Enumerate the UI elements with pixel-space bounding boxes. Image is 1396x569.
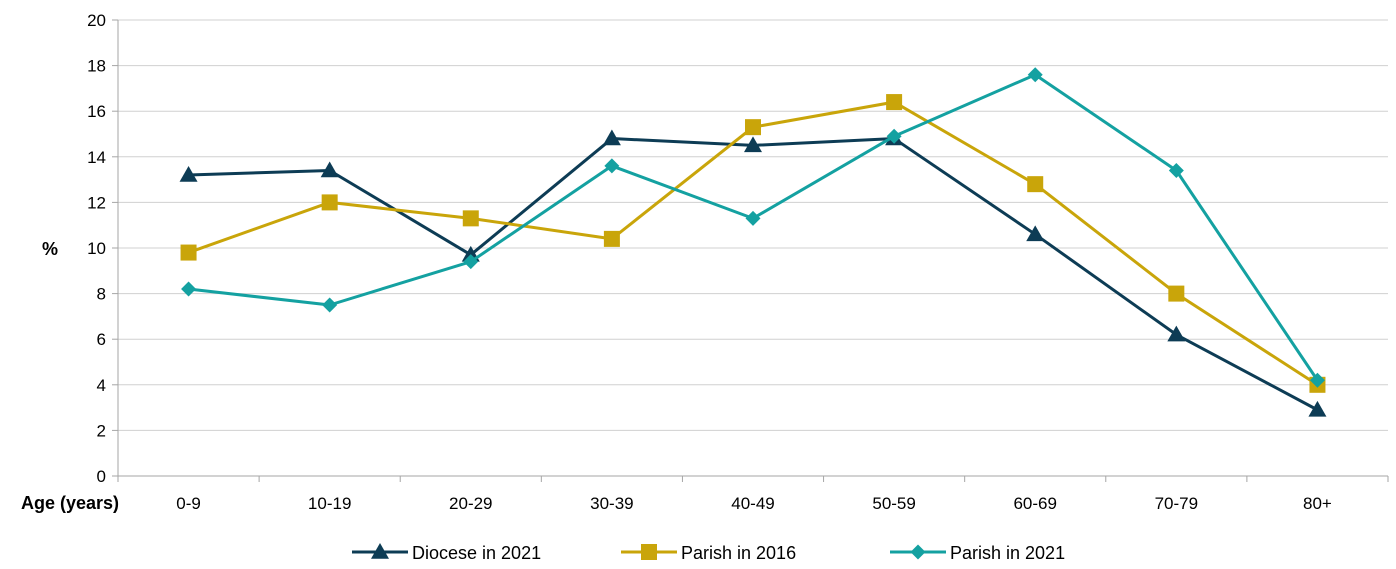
data-point-marker — [1027, 176, 1044, 193]
x-tick-label: 30-39 — [590, 494, 633, 513]
legend: Diocese in 2021 Parish in 2016 Parish in 2… — [352, 543, 1065, 563]
x-tick-label: 40-49 — [731, 494, 774, 513]
y-tick-label: 12 — [87, 193, 106, 212]
x-tick-label: 20-29 — [449, 494, 492, 513]
legend-marker — [371, 543, 389, 559]
data-point-marker — [1027, 67, 1043, 83]
series-line — [188, 137, 1319, 412]
y-tick-label: 6 — [97, 330, 106, 349]
data-point-marker — [180, 244, 197, 261]
data-point-marker — [463, 254, 479, 270]
x-tick-label: 50-59 — [872, 494, 915, 513]
x-tick-label: 80+ — [1303, 494, 1332, 513]
data-point-marker — [745, 210, 761, 226]
data-point-marker — [321, 194, 338, 211]
data-point-marker — [602, 129, 621, 146]
data-point-marker — [179, 166, 198, 182]
legend-label: Diocese in 2021 — [412, 543, 541, 563]
data-point-marker — [1308, 400, 1327, 417]
y-tick-label: 4 — [97, 376, 106, 395]
legend-marker — [641, 544, 657, 560]
x-tick-label: 10-19 — [308, 494, 351, 513]
data-point-marker — [322, 297, 338, 313]
data-point-marker — [1168, 285, 1185, 302]
legend-item-3: Parish in 2021 — [890, 543, 1065, 563]
data-point-marker — [886, 128, 902, 144]
series-3 — [181, 67, 1325, 388]
legend-item-1: Diocese in 2021 — [352, 543, 541, 563]
data-point-marker — [320, 161, 339, 178]
series-1 — [179, 129, 1327, 417]
data-point-marker — [1026, 225, 1045, 242]
legend-label: Parish in 2016 — [681, 543, 796, 563]
x-tick-label: 0-9 — [176, 494, 201, 513]
y-tick-label: 18 — [87, 57, 106, 76]
series-lines — [179, 67, 1327, 417]
data-point-marker — [603, 230, 620, 247]
y-tick-label: 10 — [87, 239, 106, 258]
data-point-marker — [886, 94, 903, 111]
axes: 0 2 4 6 8 10 12 14 16 18 20 0-9 10-19 20-29 30-39 40-49… — [21, 11, 1389, 513]
data-point-marker — [744, 136, 762, 153]
y-tick-label: 0 — [97, 467, 106, 486]
data-point-marker — [745, 119, 761, 136]
legend-item-2: Parish in 2016 — [621, 543, 796, 563]
data-point-marker — [1168, 162, 1184, 178]
x-axis-title: Age (years) — [21, 493, 119, 513]
series-2 — [180, 94, 1326, 393]
x-tick-label: 60-69 — [1013, 494, 1056, 513]
data-point-marker — [1167, 325, 1186, 342]
y-tick-label: 14 — [87, 148, 106, 167]
y-tick-label: 20 — [87, 11, 106, 30]
y-tick-label: 16 — [87, 102, 106, 121]
y-axis-title: % — [42, 239, 58, 259]
data-point-marker — [1309, 372, 1325, 388]
y-tick-label: 2 — [97, 421, 106, 440]
legend-label: Parish in 2021 — [950, 543, 1065, 563]
legend-marker — [910, 544, 926, 560]
data-point-marker — [604, 158, 620, 174]
data-point-marker — [462, 210, 479, 227]
y-tick-label: 8 — [97, 285, 106, 304]
x-tick-label: 70-79 — [1155, 494, 1198, 513]
data-point-marker — [181, 281, 197, 297]
